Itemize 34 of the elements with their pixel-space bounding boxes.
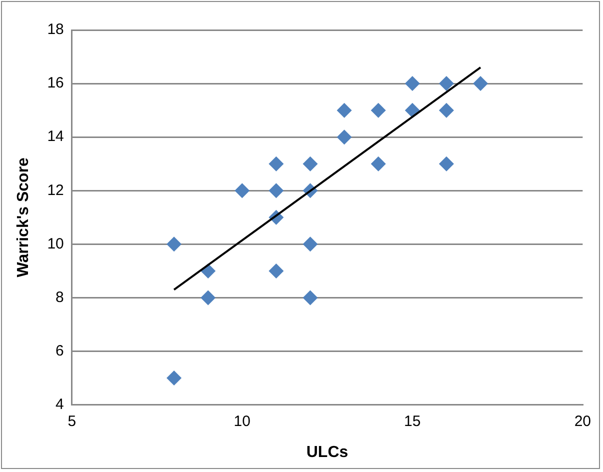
y-axis-title: Warrick's Score <box>15 157 32 278</box>
point <box>370 156 386 172</box>
point <box>336 102 352 118</box>
x-tick-label: 15 <box>404 412 421 430</box>
point <box>234 183 250 198</box>
y-tick-label: 18 <box>47 21 64 38</box>
y-tick-label: 8 <box>56 288 64 306</box>
point <box>166 370 182 386</box>
x-tick-label: 5 <box>68 412 76 430</box>
x-tick-label: 20 <box>574 412 591 430</box>
point <box>438 102 454 118</box>
point <box>302 290 318 306</box>
y-tick-label: 14 <box>47 128 64 146</box>
y-tick-label: 10 <box>47 235 64 252</box>
point <box>473 76 488 92</box>
point <box>404 76 420 92</box>
y-tick-label: 16 <box>47 74 64 92</box>
point <box>166 236 182 252</box>
x-axis-title: ULCs <box>306 444 348 461</box>
y-tick-label: 6 <box>56 342 64 360</box>
point <box>268 156 284 172</box>
point <box>302 236 318 252</box>
point <box>302 156 318 172</box>
point <box>336 130 352 145</box>
y-tick-label: 4 <box>56 396 64 413</box>
point <box>370 102 386 118</box>
point <box>268 263 284 278</box>
point <box>200 290 216 306</box>
point <box>268 183 284 198</box>
point <box>404 102 420 118</box>
point <box>438 156 454 172</box>
y-tick-label: 12 <box>47 182 64 199</box>
x-tick-label: 10 <box>234 412 250 430</box>
point <box>438 76 454 92</box>
